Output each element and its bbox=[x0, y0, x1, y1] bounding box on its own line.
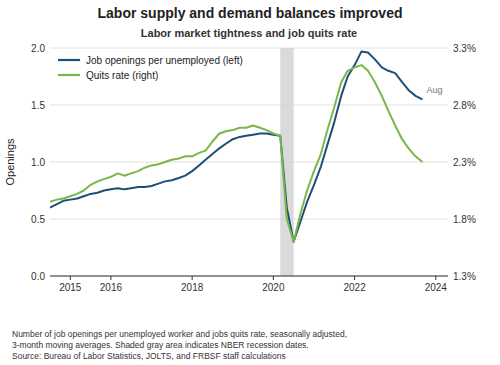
x-axis-line bbox=[50, 275, 448, 276]
y2-axis: 1.3% 1.8% 2.3% 2.8% 3.3% bbox=[453, 43, 476, 282]
grid bbox=[50, 48, 448, 276]
x-tick bbox=[70, 276, 71, 280]
y2-tick-label: 1.3% bbox=[453, 271, 476, 282]
footnote-line: 3-month moving averages. Shaded gray are… bbox=[12, 340, 309, 350]
grid-line bbox=[50, 276, 448, 277]
y2-tick-label: 2.3% bbox=[453, 157, 476, 168]
title: Labor supply and demand balances improve… bbox=[98, 5, 403, 21]
x-tick bbox=[192, 276, 193, 280]
y-tick-label: 1.0 bbox=[31, 157, 45, 168]
y-tick-label: 2.0 bbox=[31, 43, 45, 54]
x-tick bbox=[435, 276, 436, 280]
grid-line bbox=[50, 48, 448, 49]
x-tick-label: 2024 bbox=[425, 282, 448, 293]
subtitle: Labor market tightness and job quits rat… bbox=[141, 27, 357, 39]
y-axis: 0.0 0.5 1.0 1.5 2.0 Openings bbox=[4, 43, 45, 282]
footnote-line: Number of job openings per unemployed wo… bbox=[12, 329, 347, 339]
series-line bbox=[50, 51, 422, 241]
legend-swatch bbox=[58, 74, 80, 76]
x-tick-label: 2022 bbox=[343, 282, 366, 293]
x-axis: 2015 2016 2018 2020 2022 2024 bbox=[59, 276, 447, 293]
series-line bbox=[50, 65, 422, 242]
grid-line bbox=[50, 162, 448, 163]
legend: Job openings per unemployed (left) Quits … bbox=[58, 55, 243, 81]
x-tick-label: 2016 bbox=[100, 282, 123, 293]
footnote: Number of job openings per unemployed wo… bbox=[12, 329, 347, 361]
grid-line bbox=[50, 105, 448, 106]
legend-label: Quits rate (right) bbox=[86, 70, 158, 81]
plot-area bbox=[50, 48, 422, 276]
x-tick-label: 2015 bbox=[59, 282, 82, 293]
grid-line bbox=[50, 219, 448, 220]
y-tick-label: 1.5 bbox=[31, 100, 45, 111]
x-tick-label: 2018 bbox=[181, 282, 204, 293]
x-tick bbox=[110, 276, 111, 280]
chart: Labor supply and demand balances improve… bbox=[0, 0, 500, 365]
y2-tick-label: 2.8% bbox=[453, 100, 476, 111]
y2-tick-label: 3.3% bbox=[453, 43, 476, 54]
y-tick-label: 0.0 bbox=[31, 271, 45, 282]
y-axis-label: Openings bbox=[4, 138, 16, 186]
x-tick bbox=[273, 276, 274, 280]
x-tick bbox=[354, 276, 355, 280]
legend-swatch bbox=[58, 59, 80, 61]
footnote-line: Source: Bureau of Labor Statistics, JOLT… bbox=[12, 351, 286, 361]
y2-tick-label: 1.8% bbox=[453, 214, 476, 225]
legend-label: Job openings per unemployed (left) bbox=[86, 55, 243, 66]
y-tick-label: 0.5 bbox=[31, 214, 45, 225]
annotation: Aug bbox=[426, 85, 442, 95]
x-tick-label: 2020 bbox=[262, 282, 285, 293]
